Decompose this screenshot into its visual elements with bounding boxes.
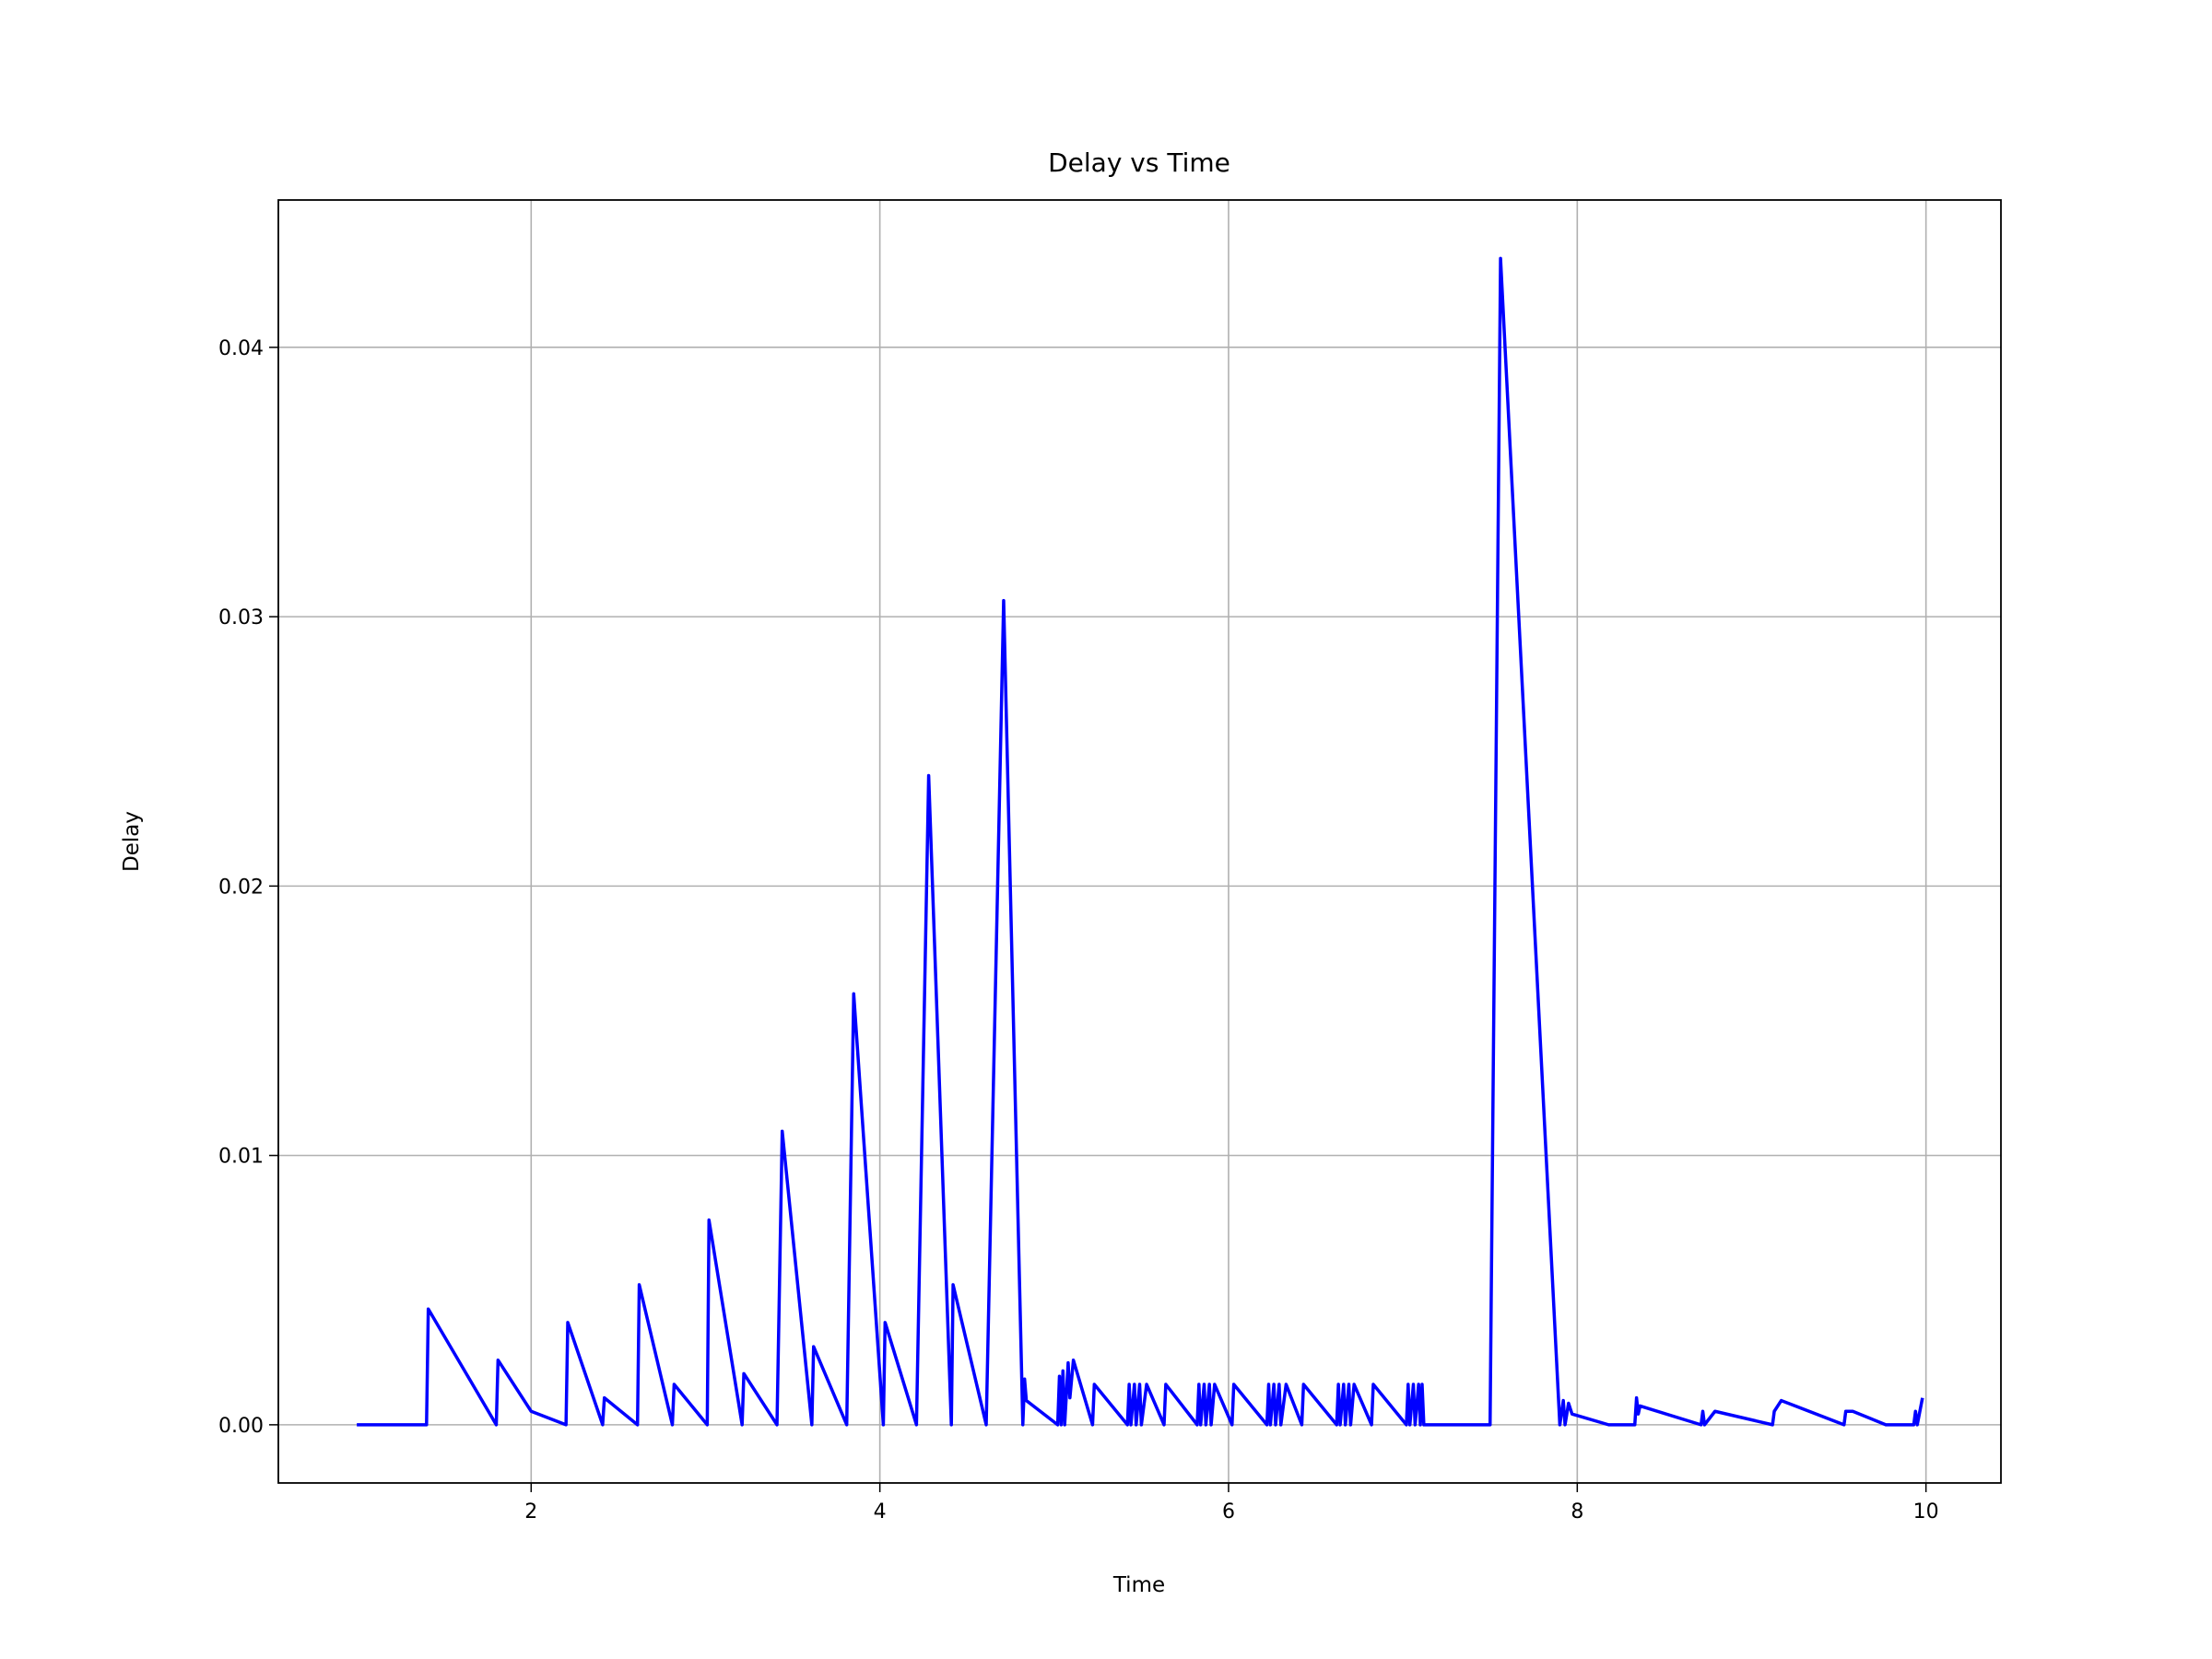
y-tick-label: 0.00	[218, 1415, 264, 1438]
y-tick-label: 0.04	[218, 337, 264, 360]
y-axis-label: Delay	[120, 811, 144, 872]
x-tick-label: 10	[1913, 1500, 1939, 1524]
chart-title: Delay vs Time	[1048, 147, 1230, 178]
x-axis-label: Time	[1112, 1573, 1165, 1597]
x-tick-label: 6	[1222, 1500, 1235, 1524]
x-tick-label: 2	[524, 1500, 537, 1524]
x-tick-label: 4	[874, 1500, 887, 1524]
y-tick-label: 0.02	[218, 876, 264, 899]
x-tick-label: 8	[1571, 1500, 1583, 1524]
data-line	[357, 256, 1924, 1427]
plot-frame	[277, 199, 2002, 1484]
y-tick-label: 0.01	[218, 1146, 264, 1169]
y-tick-label: 0.03	[218, 606, 264, 629]
